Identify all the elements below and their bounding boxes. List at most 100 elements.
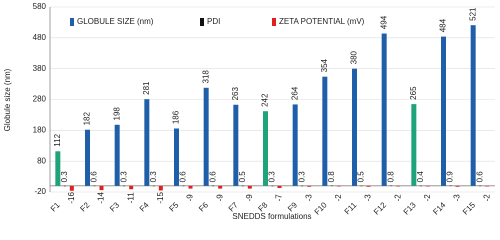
bar	[470, 25, 476, 186]
bar	[360, 185, 363, 187]
x-tick-label: F10	[313, 200, 330, 217]
value-label: 0.6	[90, 171, 99, 183]
bar	[55, 151, 61, 186]
legend-swatch	[70, 18, 74, 26]
bar	[69, 185, 74, 191]
value-label: 354	[320, 58, 329, 72]
y-tick-label: 580	[33, 2, 47, 11]
x-tick-label: F1	[49, 200, 62, 213]
value-label: 494	[379, 15, 388, 29]
value-label: 264	[290, 86, 299, 100]
value-label: -15	[156, 192, 165, 204]
bar	[212, 185, 215, 187]
bar	[336, 185, 341, 187]
bar	[144, 99, 150, 186]
value-label: 0.6	[179, 171, 188, 183]
value-label: 0.3	[268, 171, 277, 183]
value-label: -9	[215, 194, 224, 202]
value-label: -7	[275, 194, 284, 202]
value-label: -9	[186, 194, 195, 202]
x-tick-label: F14	[431, 200, 448, 217]
value-label: 265	[409, 86, 418, 100]
bar	[425, 185, 430, 187]
bar	[330, 185, 333, 187]
value-label: -3	[453, 194, 462, 202]
bar	[449, 185, 452, 187]
x-tick-label: F3	[108, 200, 121, 213]
bar	[182, 185, 185, 187]
x-tick-label: F11	[343, 200, 359, 216]
value-label: -2	[334, 194, 343, 202]
legend-label: GLOBULE SIZE (nm)	[77, 17, 154, 26]
bar	[152, 185, 155, 187]
value-label: -16	[67, 192, 76, 204]
bar	[271, 185, 274, 187]
value-label: 0.9	[446, 171, 455, 183]
bar	[158, 185, 163, 191]
legend-label: ZETA POTENTIAL (mV)	[279, 17, 365, 26]
value-label: -3	[364, 194, 373, 202]
bar	[93, 185, 96, 187]
bar	[241, 185, 244, 187]
x-tick-label: F15	[461, 200, 478, 217]
value-label: 0.3	[297, 171, 306, 183]
bar	[441, 36, 446, 186]
legend-swatch	[272, 18, 276, 26]
y-tick-label: 280	[33, 95, 47, 104]
y-axis-title: Globule size (nm)	[3, 68, 12, 131]
chart: Globule size (nm) SNEDDS formulations -2…	[3, 2, 495, 221]
bar	[114, 124, 120, 186]
bar	[263, 111, 268, 186]
bar	[247, 185, 252, 189]
value-label: -14	[97, 192, 106, 204]
bar	[129, 185, 134, 190]
value-label: -11	[126, 192, 135, 204]
x-axis-title: SNEDDS formulations	[232, 212, 311, 221]
bar	[307, 185, 312, 187]
bar	[292, 104, 298, 186]
value-label: 0.6	[208, 171, 217, 183]
bar	[485, 185, 490, 187]
value-label: 182	[83, 111, 92, 125]
bar	[99, 185, 104, 191]
value-label: 281	[142, 81, 151, 95]
value-label: 112	[53, 133, 62, 146]
bar	[203, 87, 209, 186]
bar	[188, 185, 193, 189]
value-label: 0.4	[416, 171, 425, 183]
x-tick-label: F5	[167, 200, 180, 213]
bar	[396, 185, 401, 187]
value-label: -2	[482, 194, 491, 202]
bar	[411, 104, 417, 186]
bar	[123, 185, 126, 187]
bar	[218, 185, 223, 189]
value-label: 242	[261, 93, 270, 107]
bar	[322, 76, 328, 186]
bar	[301, 185, 304, 187]
value-label: 521	[468, 7, 477, 21]
x-tick-label: F12	[372, 200, 389, 217]
value-label: 484	[439, 18, 448, 32]
legend-swatch	[200, 18, 204, 26]
bar	[277, 185, 282, 188]
y-tick-label: -20	[34, 187, 46, 196]
bar	[381, 33, 387, 186]
bar	[390, 185, 393, 187]
value-label: 263	[231, 87, 240, 101]
bar	[455, 185, 460, 187]
bar	[63, 185, 66, 187]
bar	[366, 185, 371, 187]
y-tick-label: 480	[33, 33, 47, 42]
value-label: 380	[350, 50, 359, 64]
value-label: 0.3	[119, 171, 128, 183]
x-tick-label: F6	[197, 200, 210, 213]
x-tick-label: F13	[402, 200, 419, 217]
value-label: 0.3	[60, 171, 69, 183]
value-label: 318	[201, 70, 210, 84]
value-label: -2	[393, 194, 402, 202]
bar	[85, 129, 90, 186]
bar	[233, 104, 239, 186]
x-tick-label: F2	[78, 200, 91, 213]
bar	[419, 185, 422, 187]
bar	[479, 185, 482, 187]
